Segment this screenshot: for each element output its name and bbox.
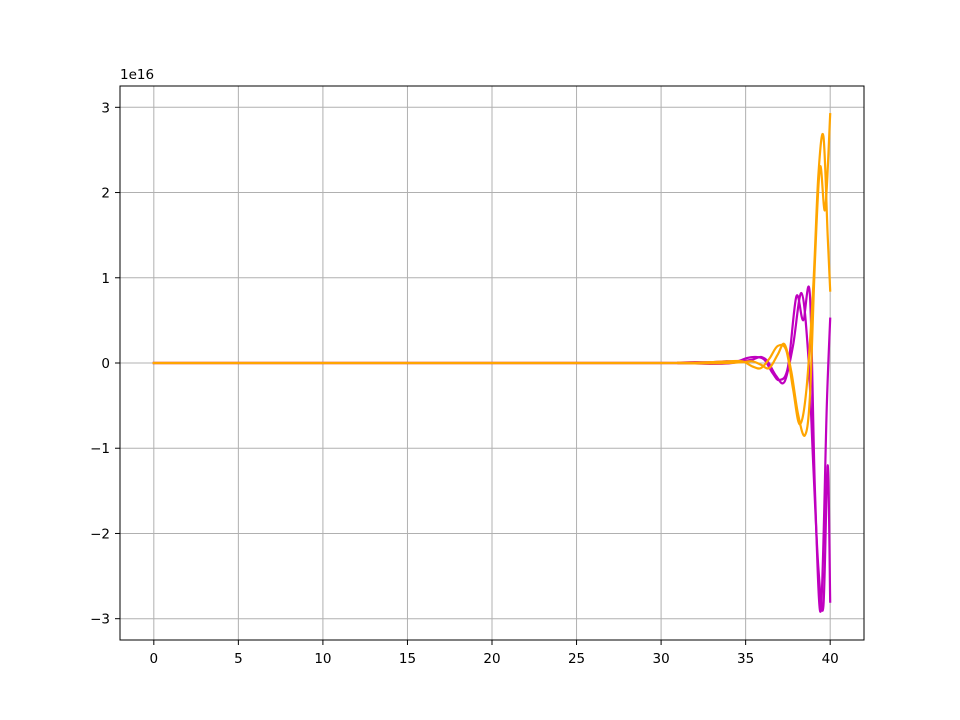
y-tick-label: 1 bbox=[101, 271, 110, 287]
x-tick-label: 10 bbox=[314, 651, 331, 667]
y-tick-label: −2 bbox=[90, 526, 110, 542]
x-tick-label: 0 bbox=[150, 651, 159, 667]
y-tick-label: −1 bbox=[90, 441, 110, 457]
x-tick-label: 5 bbox=[234, 651, 243, 667]
x-tick-label: 40 bbox=[822, 651, 839, 667]
x-tick-label: 20 bbox=[483, 651, 500, 667]
series-line-4 bbox=[152, 112, 832, 437]
y-axis-ticks: 3 2 1 0 −1 −2 −3 bbox=[90, 100, 120, 628]
y-tick-label: −3 bbox=[90, 612, 110, 628]
x-tick-label: 15 bbox=[399, 651, 416, 667]
y-tick-label: 2 bbox=[101, 186, 110, 202]
y-tick-label: 3 bbox=[101, 100, 110, 116]
series-layer bbox=[152, 112, 832, 613]
x-axis-ticks: 0 5 10 15 20 25 30 35 40 bbox=[150, 640, 839, 667]
x-tick-label: 35 bbox=[737, 651, 754, 667]
x-tick-label: 30 bbox=[652, 651, 669, 667]
y-axis-offset-label: 1e16 bbox=[120, 67, 154, 83]
x-tick-label: 25 bbox=[568, 651, 585, 667]
y-tick-label: 0 bbox=[101, 356, 110, 372]
